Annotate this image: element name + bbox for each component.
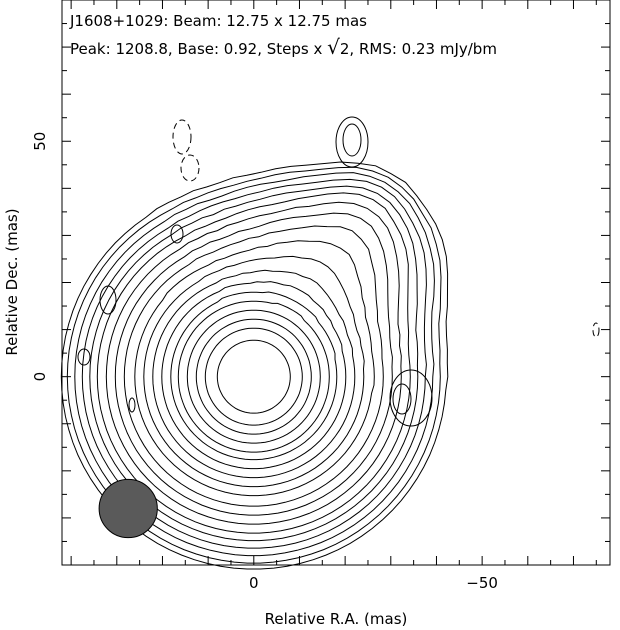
contour-level-0 xyxy=(60,161,449,570)
contour-level-6 xyxy=(105,201,402,525)
axis-ticks xyxy=(62,0,610,566)
contour-level-10 xyxy=(143,255,365,488)
contour-level-8 xyxy=(123,225,384,507)
title-line-2: Peak: 1208.8, Base: 0.92, Steps x √2, RM… xyxy=(70,35,497,59)
contour-level-4 xyxy=(89,185,419,542)
contour-island-6 xyxy=(389,369,433,427)
beam-circle xyxy=(98,478,158,539)
y-axis-label: Relative Dec. (mas) xyxy=(3,208,21,355)
contour-island-1 xyxy=(342,123,362,157)
y-tick-label-0: 0 xyxy=(31,372,49,382)
y-tick-label-1: 50 xyxy=(31,132,49,151)
contour-level-2 xyxy=(74,172,435,557)
contour-level-5 xyxy=(96,192,411,534)
sqrt-radicand: 2 xyxy=(340,40,350,58)
negative-contour-2 xyxy=(592,322,600,338)
contour-island-4 xyxy=(77,348,91,366)
contour-level-13 xyxy=(170,291,338,461)
beam-ellipse xyxy=(98,478,158,539)
title-line-1: J1608+1029: Beam: 12.75 x 12.75 mas xyxy=(69,12,367,30)
sqrt-symbol: √ xyxy=(327,35,340,59)
contour-lines xyxy=(60,116,600,570)
contour-level-18 xyxy=(216,339,291,414)
contour-level-14 xyxy=(177,300,330,453)
contour-level-16 xyxy=(195,318,312,435)
contour-level-17 xyxy=(204,327,303,426)
contour-level-3 xyxy=(81,178,427,549)
x-tick-label-0: 0 xyxy=(249,574,259,592)
contour-island-3 xyxy=(99,285,117,315)
x-tick-label-1: −50 xyxy=(466,574,498,592)
contour-island-0 xyxy=(335,116,369,168)
contour-level-9 xyxy=(134,240,375,497)
negative-contour-0 xyxy=(172,119,192,155)
plot-frame xyxy=(61,0,611,566)
contour-island-5 xyxy=(128,397,136,413)
contour-island-7 xyxy=(392,383,412,415)
x-axis-label: Relative R.A. (mas) xyxy=(265,610,408,628)
contour-level-7 xyxy=(114,212,393,516)
negative-contour-1 xyxy=(180,154,200,182)
contour-level-11 xyxy=(152,269,356,479)
contour-level-15 xyxy=(186,309,321,444)
contour-level-12 xyxy=(161,281,347,470)
contour-island-2 xyxy=(170,224,184,244)
